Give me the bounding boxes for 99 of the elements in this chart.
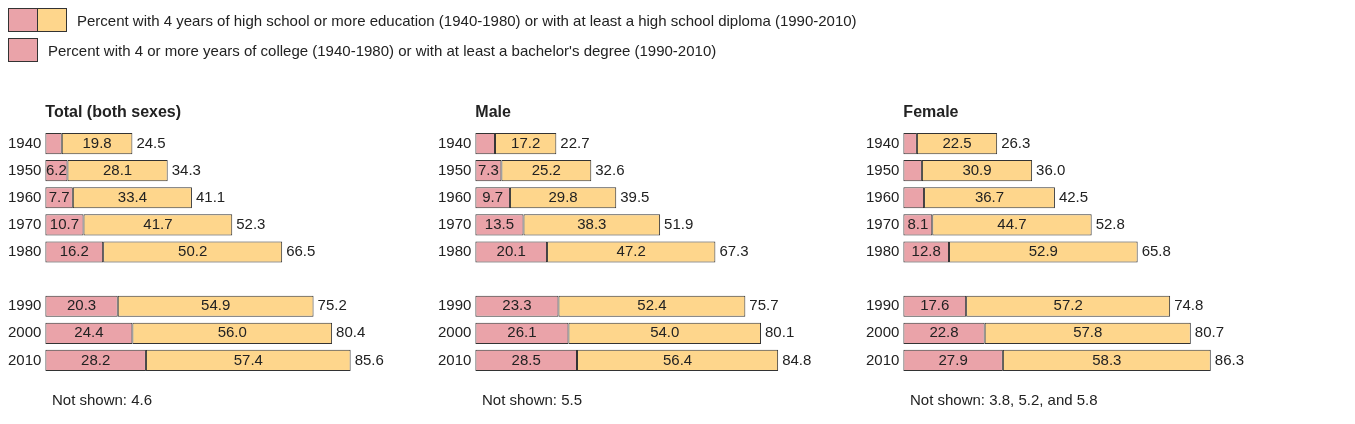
data-label: 56.0 bbox=[217, 323, 247, 341]
data-label: 26.1 bbox=[507, 323, 537, 341]
total-label: 32.6 bbox=[595, 160, 625, 178]
total-label: 52.3 bbox=[236, 215, 266, 233]
total-label: 74.8 bbox=[1174, 296, 1204, 314]
total-label: 39.5 bbox=[620, 187, 650, 205]
y-tick-label: 1970 bbox=[437, 215, 472, 233]
total-label: 34.3 bbox=[171, 160, 201, 178]
total-label: 75.2 bbox=[317, 296, 347, 314]
y-tick-label: 1960 bbox=[7, 187, 42, 205]
text: Not shown: 4.6 bbox=[51, 391, 154, 408]
y-tick-label: 1950 bbox=[865, 160, 900, 178]
total-label: 36.0 bbox=[1036, 160, 1066, 178]
data-label: 20.1 bbox=[496, 242, 526, 260]
y-tick-label: 1950 bbox=[7, 160, 42, 178]
total-label: 80.7 bbox=[1194, 323, 1225, 341]
y-tick-label: 1960 bbox=[865, 187, 900, 205]
total-label: 22.7 bbox=[560, 133, 590, 151]
total-label: 75.7 bbox=[749, 296, 779, 314]
y-tick-label: 1990 bbox=[437, 296, 472, 314]
total-label: 80.1 bbox=[765, 323, 795, 341]
data-label: 12.8 bbox=[911, 242, 941, 260]
data-label: 9.7 bbox=[482, 187, 504, 205]
data-label: 28.1 bbox=[102, 160, 133, 178]
data-label: 8.1 bbox=[907, 215, 929, 233]
data-label: 58.3 bbox=[1092, 350, 1122, 368]
data-label: 6.2 bbox=[46, 160, 67, 178]
data-label: 33.4 bbox=[117, 187, 147, 205]
text: Not shown: 5.5 bbox=[481, 391, 584, 408]
data-label: 57.4 bbox=[233, 350, 263, 368]
data-label: 52.4 bbox=[637, 296, 667, 314]
data-label: 30.9 bbox=[962, 160, 992, 178]
data-label: 27.9 bbox=[938, 350, 968, 368]
data-label: 56.4 bbox=[662, 350, 693, 368]
y-tick-label: 1980 bbox=[7, 242, 42, 260]
total-label: 85.6 bbox=[354, 350, 384, 368]
total-label: 84.8 bbox=[782, 350, 812, 368]
data-label: 54.9 bbox=[201, 296, 231, 314]
data-label: 25.2 bbox=[531, 160, 561, 178]
data-label: 44.7 bbox=[997, 215, 1027, 233]
data-label: 17.6 bbox=[920, 296, 950, 314]
chart-title: Female bbox=[903, 103, 959, 120]
y-tick-label: 2010 bbox=[865, 350, 900, 368]
total-label: 51.9 bbox=[664, 215, 694, 233]
legend-label: Percent with 4 or more years of college (1940-1980) or with at least a bachelor's degree (1990-2010) bbox=[48, 41, 717, 59]
data-label: 52.9 bbox=[1028, 242, 1058, 260]
data-label: 17.2 bbox=[511, 133, 541, 151]
data-label: 22.5 bbox=[942, 133, 972, 151]
data-label: 47.2 bbox=[616, 242, 646, 260]
data-label: 50.2 bbox=[178, 242, 208, 260]
total-label: 52.8 bbox=[1095, 215, 1125, 233]
legend-label: Percent with 4 years of high school or more education (1940-1980) or with at least a high school diploma (1990-2010) bbox=[77, 11, 857, 29]
total-label: 66.5 bbox=[286, 242, 316, 260]
data-label: 38.3 bbox=[577, 215, 607, 233]
total-label: 24.5 bbox=[136, 133, 166, 151]
y-tick-label: 1980 bbox=[437, 242, 472, 260]
y-tick-label: 2000 bbox=[7, 323, 42, 341]
text: Not shown: 3.8, 5.2, and 5.8 bbox=[909, 391, 1099, 408]
y-tick-label: 1940 bbox=[437, 133, 472, 151]
y-tick-label: 2000 bbox=[437, 323, 472, 341]
y-tick-label: 1990 bbox=[7, 296, 42, 314]
data-label: 10.7 bbox=[49, 215, 80, 233]
chart-title: Total (both sexes) bbox=[45, 103, 182, 120]
data-label: 57.8 bbox=[1073, 323, 1103, 341]
data-label: 57.2 bbox=[1053, 296, 1083, 314]
y-tick-label: 1970 bbox=[7, 215, 42, 233]
y-tick-label: 2010 bbox=[437, 350, 472, 368]
y-tick-label: 1970 bbox=[865, 215, 900, 233]
data-label: 22.8 bbox=[929, 323, 959, 341]
data-label: 28.2 bbox=[81, 350, 111, 368]
y-tick-label: 1960 bbox=[437, 187, 472, 205]
total-label: 41.1 bbox=[195, 187, 226, 205]
chart-title: Male bbox=[475, 103, 512, 120]
data-label: 29.8 bbox=[548, 187, 578, 205]
data-label: 41.7 bbox=[143, 215, 173, 233]
y-tick-label: 1940 bbox=[7, 133, 42, 151]
y-tick-label: 1940 bbox=[865, 133, 900, 151]
total-label: 42.5 bbox=[1058, 187, 1089, 205]
total-label: 86.3 bbox=[1214, 350, 1244, 368]
data-label: 24.4 bbox=[74, 323, 104, 341]
y-tick-label: 2010 bbox=[7, 350, 42, 368]
data-label: 16.2 bbox=[59, 242, 89, 260]
data-label: 36.7 bbox=[974, 187, 1005, 205]
y-tick-label: 1950 bbox=[437, 160, 472, 178]
total-label: 67.3 bbox=[719, 242, 749, 260]
data-label: 28.5 bbox=[511, 350, 541, 368]
data-label: 54.0 bbox=[650, 323, 680, 341]
total-label: 65.8 bbox=[1141, 242, 1171, 260]
y-tick-label: 2000 bbox=[865, 323, 900, 341]
data-label: 19.8 bbox=[82, 133, 112, 151]
y-tick-label: 1990 bbox=[865, 296, 900, 314]
total-label: 80.4 bbox=[336, 323, 366, 341]
data-label: 13.5 bbox=[484, 215, 515, 233]
data-label: 20.3 bbox=[66, 296, 97, 314]
y-tick-label: 1980 bbox=[865, 242, 900, 260]
data-label: 7.7 bbox=[48, 187, 70, 205]
data-label: 23.3 bbox=[502, 296, 532, 314]
data-label: 7.3 bbox=[477, 160, 499, 178]
total-label: 26.3 bbox=[1001, 133, 1031, 151]
